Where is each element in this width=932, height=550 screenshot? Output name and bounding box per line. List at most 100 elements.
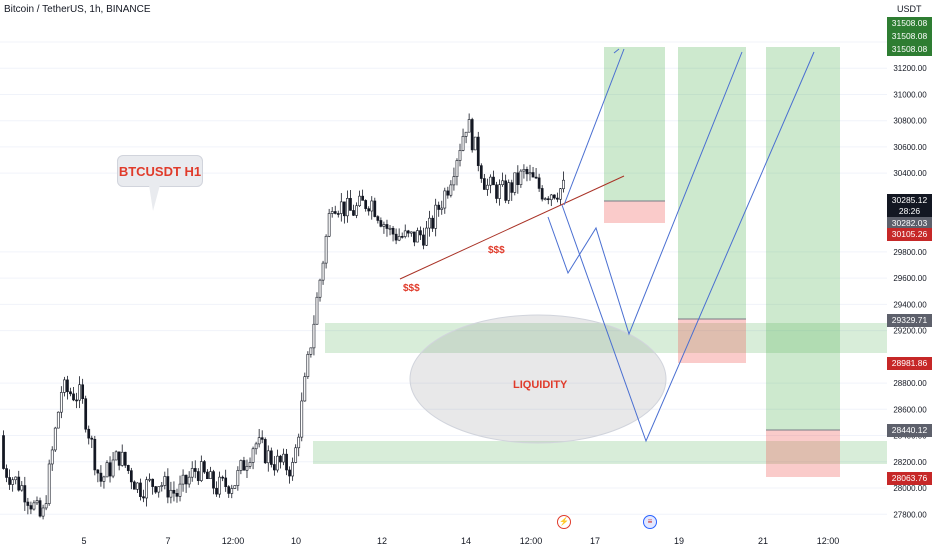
candle-body	[23, 485, 27, 503]
candle-body	[422, 234, 425, 246]
plot-area[interactable]	[0, 0, 887, 530]
candle-body	[99, 472, 103, 482]
projection-path-2[interactable]	[547, 51, 743, 336]
candle-body	[199, 461, 203, 481]
chart-callout[interactable]: BTCUSDT H1	[117, 155, 203, 187]
candle-body	[209, 471, 212, 480]
candle-body	[227, 486, 231, 494]
candle-body	[63, 379, 66, 393]
candle-body	[196, 471, 200, 481]
candle-body	[525, 169, 529, 175]
price-axis[interactable]: 31400.0031200.0031000.0030800.0030600.00…	[887, 0, 932, 530]
candle-body	[8, 477, 11, 485]
candle-body	[215, 487, 218, 495]
time-axis[interactable]: 5 7 12:00 10 12 14 12:00 17 19 21 12:00	[81, 536, 839, 546]
stop-zone-3[interactable]	[766, 430, 840, 477]
candle-body	[492, 176, 495, 186]
candle-body	[172, 489, 176, 494]
candle-body	[69, 391, 72, 395]
candle-body	[437, 204, 441, 210]
candle-body	[221, 476, 225, 479]
candle-body	[288, 469, 291, 477]
time-tick-label: 17	[590, 536, 600, 546]
candle-body	[206, 471, 209, 480]
candle-body	[193, 468, 197, 472]
time-tick-label: 5	[81, 536, 86, 546]
candle-body	[269, 450, 273, 465]
target-zone-3[interactable]	[766, 47, 840, 430]
candle-body	[412, 231, 416, 243]
candle-body	[273, 464, 276, 471]
candle-body	[428, 217, 431, 229]
target-tag-3: 31508.08	[887, 43, 932, 56]
candle-body	[434, 204, 438, 229]
target-tag-1: 31508.08	[887, 17, 932, 30]
candle-body	[455, 160, 459, 177]
candle-body	[373, 200, 377, 217]
price-tick-label: 31200.00	[893, 64, 927, 73]
candle-body	[333, 211, 337, 214]
price-tick-label: 28000.00	[893, 484, 927, 493]
candle-body	[385, 224, 389, 229]
candle-body	[75, 399, 78, 402]
time-tick-label: 12	[377, 536, 387, 546]
candle-body	[78, 384, 81, 401]
candle-body	[516, 172, 520, 186]
candle-body	[245, 466, 249, 471]
candle-body	[279, 455, 282, 463]
projection-paths[interactable]	[547, 48, 815, 443]
candle-body	[513, 172, 517, 193]
projection-path-3[interactable]	[561, 51, 815, 443]
candle-body	[482, 178, 486, 190]
candle-body	[346, 198, 349, 217]
candle-body	[498, 184, 501, 199]
ascending-trendline[interactable]	[399, 175, 625, 280]
candle-body	[230, 488, 234, 494]
stop-zone-1[interactable]	[604, 201, 665, 223]
candle-body	[297, 436, 301, 449]
price-tick-label: 27800.00	[893, 510, 927, 519]
liquidity-label-right: $$$	[488, 245, 505, 256]
candle-body	[546, 198, 550, 201]
candle-body	[14, 476, 18, 481]
candle-body	[409, 231, 413, 234]
candle-body	[160, 485, 164, 487]
price-axis-bg	[887, 0, 932, 530]
target-zone-1[interactable]	[604, 47, 665, 201]
candle-body	[467, 119, 471, 133]
stop-tag-1: 30105.26	[887, 228, 932, 241]
us-flag-event-icon[interactable]: ≡	[643, 515, 657, 529]
time-tick-label: 12:00	[222, 536, 245, 546]
candle-body	[312, 323, 316, 349]
projection-path-1[interactable]	[563, 48, 625, 206]
target-zone-2[interactable]	[678, 47, 746, 319]
candle-body	[20, 485, 24, 491]
candle-body	[212, 471, 215, 489]
candle-body	[236, 470, 240, 486]
time-tick-label: 12:00	[520, 536, 543, 546]
candle-body	[108, 462, 112, 477]
symbol-title: Bitcoin / TetherUS, 1h, BINANCE	[4, 4, 151, 15]
candle-body	[47, 463, 51, 504]
candle-body	[218, 476, 221, 495]
callout-tail	[149, 185, 160, 211]
candle-body	[32, 502, 36, 510]
position-boxes[interactable]	[604, 47, 840, 477]
price-tick-label: 29800.00	[893, 248, 927, 257]
candle-body	[187, 476, 191, 485]
current-price-tag: 30285.12	[887, 194, 932, 207]
liquidity-label-left: $$$	[403, 283, 420, 294]
candle-body	[376, 216, 380, 221]
candle-body	[239, 460, 243, 471]
stop-zone-2[interactable]	[678, 319, 746, 363]
flash-event-icon[interactable]: ⚡	[557, 515, 571, 529]
candle-body	[486, 184, 489, 190]
price-tick-label: 28800.00	[893, 379, 927, 388]
target-tag-2: 31508.08	[887, 30, 932, 43]
candle-body	[507, 182, 511, 201]
candle-body	[419, 230, 422, 236]
candle-body	[148, 478, 151, 481]
candle-body	[59, 392, 63, 413]
candle-body	[139, 482, 142, 497]
